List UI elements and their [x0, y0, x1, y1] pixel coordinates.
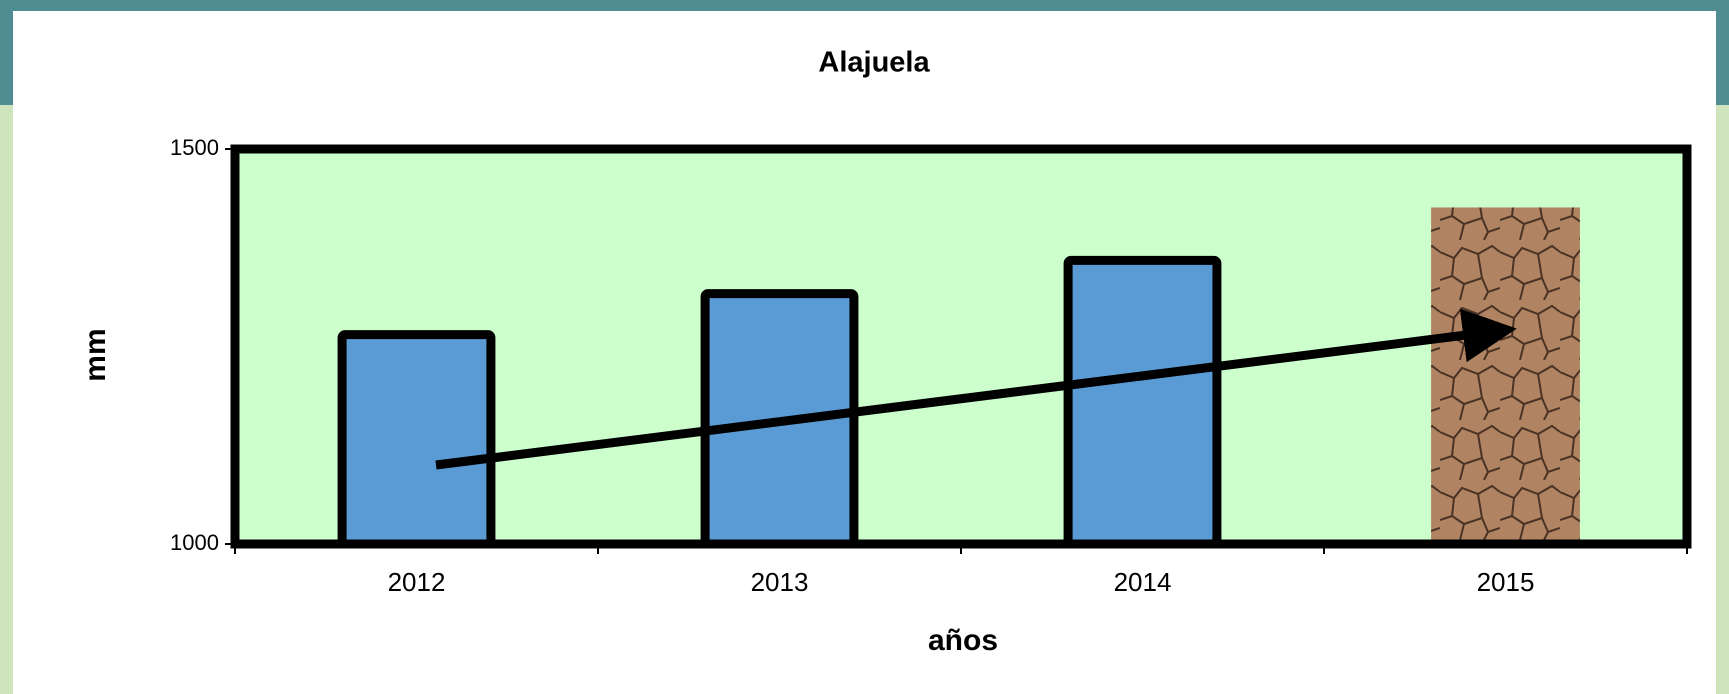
x-tick-label: 2014	[1114, 567, 1172, 597]
y-axis-title: mm	[79, 328, 112, 381]
x-tick-label: 2013	[751, 567, 809, 597]
y-tick-label: 1000	[170, 530, 219, 555]
x-tick-label: 2015	[1477, 567, 1535, 597]
bar	[337, 330, 496, 549]
marks	[337, 207, 1580, 549]
x-axis-title: años	[928, 624, 998, 657]
trend-arrow	[435, 308, 1517, 470]
y-tick-label: 1500	[170, 135, 219, 160]
bar	[1063, 255, 1222, 549]
x-tick-label: 2012	[388, 567, 446, 597]
chart-title: Alajuela	[818, 47, 930, 79]
bar	[1431, 207, 1580, 544]
